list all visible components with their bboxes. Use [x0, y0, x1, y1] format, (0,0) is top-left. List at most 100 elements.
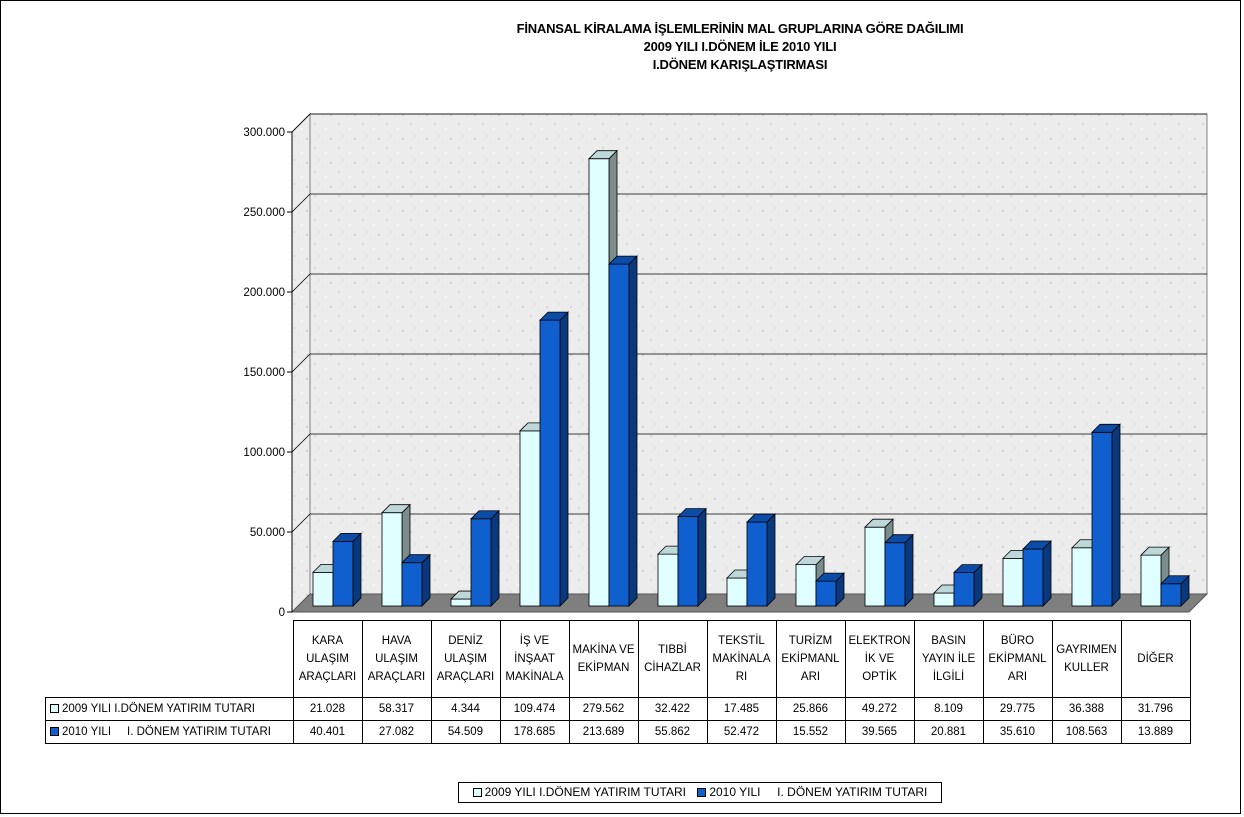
bar-2010-4 [539, 311, 569, 607]
category-label-line: TEKSTİL [718, 635, 765, 647]
category-label-line: MAKİNALA [712, 653, 771, 665]
y-tick-label: 200.000 [243, 287, 285, 299]
category-row: KARA ULAŞIM ARAÇLARI HAVA ULAŞIM ARAÇLARI DENİ… [46, 620, 1191, 698]
category-label: TEKSTİL MAKİNALA RI [706, 620, 777, 698]
category-label: GAYRIMEN KULLER [1051, 620, 1122, 698]
y-tick-label: 0 [279, 607, 285, 619]
legend-label-2009: 2009 YILI I.DÖNEM YATIRIM TUTARI [484, 785, 686, 799]
bar-2010-7 [746, 513, 776, 607]
y-tick-label: 300.000 [243, 127, 285, 139]
data-label: 31.796 [1120, 697, 1191, 721]
category-label: TURİZM EKİPMANL ARI [775, 620, 846, 698]
legend-swatch-2010 [697, 788, 707, 798]
series-1-legend-cell: 2009 YILI I.DÖNEM YATIRIM TUTARI [45, 697, 294, 721]
chart-title-line-3: I.DÖNEM KARIŞLAŞTIRMASI [652, 57, 828, 72]
category-label-line: ARI [1007, 671, 1028, 683]
category-label: BASIN YAYIN İLE İLGİLİ [913, 620, 984, 698]
category-label-line: İLGİLİ [932, 671, 965, 683]
gridline [291, 273, 1207, 293]
legend-item-2010: 2010 YILI I. DÖNEM YATIRIM TUTARI [697, 785, 927, 799]
bar-2010-6 [677, 507, 707, 607]
category-label-line: BASIN [931, 635, 966, 647]
data-label: 8.109 [913, 697, 984, 721]
category-label-line: EKİPMAN [577, 662, 630, 674]
category-label-line: YAYIN İLE [921, 653, 976, 665]
category-label-line: ULAŞIM [306, 653, 349, 665]
data-label: 58.317 [361, 697, 432, 721]
data-label: 17.485 [706, 697, 777, 721]
bar-2010-3 [470, 509, 500, 607]
bar-2010-8 [815, 572, 845, 607]
category-label-line: EKİPMANL [988, 653, 1047, 665]
category-label-line: KULLER [1064, 662, 1109, 674]
data-label: 52.472 [706, 720, 777, 744]
category-label-line: TIBBİ [658, 644, 687, 656]
y-tick-label: 150.000 [243, 367, 285, 379]
data-label: 279.562 [568, 697, 639, 721]
gridline [291, 353, 1207, 373]
data-label: 36.388 [1051, 697, 1122, 721]
category-label-line: ARI [800, 671, 821, 683]
data-label: 40.401 [292, 720, 363, 744]
data-label: 178.685 [499, 720, 570, 744]
category-label: KARA ULAŞIM ARAÇLARI [292, 620, 363, 698]
bar-2010-1 [332, 532, 362, 607]
series-1-row: 2009 YILI I.DÖNEM YATIRIM TUTARI 21.028 58… [45, 697, 1191, 721]
category-label-line: İK VE [864, 653, 895, 665]
category-label: MAKİNA VE EKİPMAN [568, 620, 639, 698]
data-label: 25.866 [775, 697, 846, 721]
series-1-name: 2009 YILI I.DÖNEM YATIRIM TUTARI [62, 703, 255, 715]
category-label-line: KARA [311, 635, 344, 647]
category-label-line: ULAŞIM [444, 653, 487, 665]
category-label-line: MAKİNA VE [572, 644, 635, 656]
category-label: ELEKTRON İK VE OPTİK [844, 620, 915, 698]
series-2-legend-cell: 2010 YILI I. DÖNEM YATIRIM TUTARI [45, 720, 294, 744]
data-label: 35.610 [982, 720, 1053, 744]
data-label: 54.509 [430, 720, 501, 744]
category-label: DENİZ ULAŞIM ARAÇLARI [430, 620, 501, 698]
data-label: 213.689 [568, 720, 639, 744]
data-label: 27.082 [361, 720, 432, 744]
y-tick-label: 250.000 [243, 207, 285, 219]
y-tick-label: 100.000 [243, 447, 285, 459]
category-label: TIBBİ CİHAZLAR [637, 620, 708, 698]
data-label: 15.552 [775, 720, 846, 744]
gridline [291, 113, 1207, 133]
gridline [291, 513, 1207, 533]
category-label-line: ELEKTRON [848, 635, 911, 647]
category-label-line: ULAŞIM [375, 653, 418, 665]
category-label-line: HAVA [381, 635, 412, 647]
category-label-line: GAYRIMEN [1056, 644, 1117, 656]
category-label-line: CİHAZLAR [644, 662, 701, 674]
gridline [291, 433, 1207, 453]
bar-2010-9 [884, 533, 914, 607]
series-1-swatch [50, 704, 59, 714]
category-label: DİĞER [1120, 620, 1191, 698]
bar-2010-11 [1022, 540, 1052, 607]
chart-title: FİNANSAL KİRALAMA İŞLEMLERİNİN MAL GRUPL… [300, 20, 1180, 74]
category-label: HAVA ULAŞIM ARAÇLARI [361, 620, 432, 698]
data-label: 109.474 [499, 697, 570, 721]
data-label: 108.563 [1051, 720, 1122, 744]
category-label: İŞ VE İNŞAAT MAKİNALA [499, 620, 570, 698]
data-label: 49.272 [844, 697, 915, 721]
category-label-line: ARAÇLARI [298, 671, 357, 683]
category-label-line: ARAÇLARI [436, 671, 495, 683]
category-label: BÜRO EKİPMANL ARI [982, 620, 1053, 698]
data-label: 39.565 [844, 720, 915, 744]
category-label-line: DENİZ [448, 635, 483, 647]
legend-label-2010: 2010 YILI I. DÖNEM YATIRIM TUTARI [709, 785, 928, 799]
series-2-name: 2010 YILI I. DÖNEM YATIRIM TUTARI [62, 726, 271, 738]
bar-2010-12 [1091, 423, 1121, 607]
category-label-line: EKİPMANL [781, 653, 840, 665]
gridline [291, 193, 1207, 213]
data-label: 29.775 [982, 697, 1053, 721]
data-label: 20.881 [913, 720, 984, 744]
series-2-swatch [50, 727, 59, 737]
data-table: KARA ULAŞIM ARAÇLARI HAVA ULAŞIM ARAÇLARI DENİ… [45, 620, 1191, 744]
category-label-line: TURİZM [788, 635, 833, 647]
bar-2010-13 [1160, 574, 1190, 607]
data-label: 55.862 [637, 720, 708, 744]
chart-title-line-2: 2009 YILI I.DÖNEM İLE 2010 YILI [643, 39, 837, 54]
